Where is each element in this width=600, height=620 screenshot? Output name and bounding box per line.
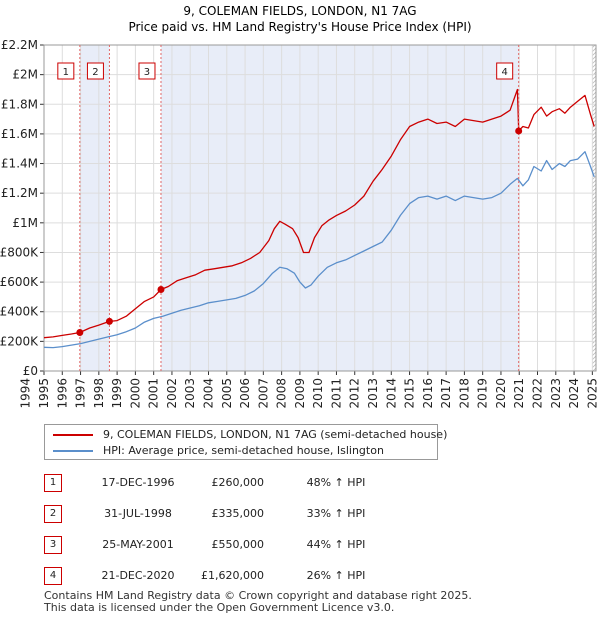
table-row: 3 25-MAY-2001 £550,000 44% ↑ HPI [44, 536, 464, 554]
x-tick-label: 2024 [567, 378, 581, 409]
transaction-point [515, 127, 523, 135]
x-tick-label: 1998 [92, 378, 106, 409]
x-tick-label: 2002 [165, 378, 179, 409]
x-tick-label: 2012 [348, 378, 362, 409]
x-tick-label: 2022 [531, 378, 545, 409]
legend-label-property: 9, COLEMAN FIELDS, LONDON, N1 7AG (semi-… [103, 428, 448, 441]
x-tick-label: 1999 [110, 378, 124, 409]
x-tick-label: 2006 [238, 378, 252, 409]
x-tick-label: 2017 [439, 378, 453, 409]
future-hatch-region [592, 45, 596, 371]
transaction-hpi: 44% ↑ HPI [306, 538, 366, 551]
legend-swatch-property [53, 434, 93, 436]
x-tick-label: 1996 [55, 378, 69, 409]
y-tick-label: £1.6M [1, 127, 38, 141]
transaction-label-box [138, 62, 156, 80]
transaction-label: 4 [501, 67, 507, 78]
x-tick-label: 2001 [147, 378, 161, 409]
x-tick-label: 2008 [275, 378, 289, 409]
x-tick-label: 2018 [457, 378, 471, 409]
chart-title: 9, COLEMAN FIELDS, LONDON, N1 7AG [183, 4, 416, 18]
transaction-point [157, 286, 165, 293]
transaction-number: 4 [44, 567, 62, 585]
x-tick-label: 2005 [220, 378, 234, 409]
y-tick-label: £800K [0, 245, 39, 259]
y-tick-label: £0 [23, 364, 38, 378]
y-tick-label: £1.8M [1, 97, 38, 111]
x-tick-label: 2020 [494, 378, 508, 409]
transaction-point [105, 317, 113, 325]
y-tick-label: £2M [12, 68, 38, 82]
price-chart: 9, COLEMAN FIELDS, LONDON, N1 7AG Price … [0, 4, 599, 409]
transaction-label: 1 [63, 67, 69, 78]
x-tick-label: 2011 [329, 378, 343, 409]
x-tick-label: 2016 [421, 378, 435, 409]
footer-line-1: Contains HM Land Registry data © Crown c… [44, 589, 472, 602]
x-tick-label: 2015 [403, 378, 417, 409]
x-tick-label: 2000 [128, 378, 142, 409]
x-tick-label: 2010 [311, 378, 325, 409]
ownership-period-shade [79, 45, 110, 371]
y-tick-label: £1.2M [1, 186, 38, 200]
x-tick-label: 2013 [366, 378, 380, 409]
y-tick-label: £1M [12, 216, 38, 230]
y-tick-label: £1.4M [1, 157, 38, 171]
x-tick-label: 2023 [549, 378, 563, 409]
transaction-point [76, 328, 84, 336]
transaction-date: 21-DEC-2020 [101, 569, 175, 582]
ownership-period-shade [160, 45, 519, 371]
y-tick-label: £400K [0, 305, 39, 319]
x-tick-label: 2004 [202, 378, 216, 409]
x-tick-label: 2014 [384, 378, 398, 409]
x-tick-label: 1997 [74, 378, 88, 409]
transaction-price: £550,000 [211, 538, 265, 551]
transaction-label: 3 [144, 67, 150, 78]
transaction-price: £1,620,000 [201, 569, 264, 582]
table-row: 4 21-DEC-2020 £1,620,000 26% ↑ HPI [44, 567, 464, 585]
chart-subtitle: Price paid vs. HM Land Registry's House … [128, 20, 471, 34]
x-tick-label: 1995 [37, 378, 51, 409]
transaction-label-box [86, 62, 104, 80]
transaction-label: 2 [92, 67, 98, 78]
y-tick-label: £200K [0, 334, 39, 348]
x-tick-label: 2025 [585, 378, 599, 409]
property-price-line [43, 88, 595, 339]
legend-swatch-hpi [53, 450, 93, 452]
footer-attribution: Contains HM Land Registry data © Crown c… [44, 590, 472, 614]
plot-frame [43, 44, 597, 372]
transaction-date: 31-JUL-1998 [104, 507, 172, 520]
transaction-number: 3 [44, 536, 62, 554]
transaction-date: 17-DEC-1996 [101, 476, 175, 489]
x-tick-label: 2003 [183, 378, 197, 409]
x-tick-label: 2009 [293, 378, 307, 409]
transaction-number: 1 [44, 474, 62, 492]
footer-line-2: This data is licensed under the Open Gov… [44, 601, 395, 614]
transaction-price: £260,000 [211, 476, 265, 489]
transaction-date: 25-MAY-2001 [102, 538, 174, 551]
table-row: 1 17-DEC-1996 £260,000 48% ↑ HPI [44, 474, 464, 492]
table-row: 2 31-JUL-1998 £335,000 33% ↑ HPI [44, 505, 464, 523]
x-tick-label: 2021 [512, 378, 526, 409]
transaction-label-box [57, 62, 75, 80]
y-tick-label: £600K [0, 275, 39, 289]
transaction-label-box [496, 62, 514, 80]
transaction-number: 2 [44, 505, 62, 523]
transaction-price: £335,000 [211, 507, 265, 520]
transaction-hpi: 26% ↑ HPI [306, 569, 366, 582]
hpi-line [43, 151, 595, 349]
x-tick-label: 1994 [19, 378, 33, 409]
transaction-hpi: 48% ↑ HPI [306, 476, 366, 489]
legend-label-hpi: HPI: Average price, semi-detached house,… [103, 444, 384, 457]
y-tick-label: £2.2M [1, 38, 38, 52]
x-tick-label: 2007 [256, 378, 270, 409]
transaction-hpi: 33% ↑ HPI [306, 507, 366, 520]
x-tick-label: 2019 [476, 378, 490, 409]
chart-legend: 9, COLEMAN FIELDS, LONDON, N1 7AG (semi-… [44, 424, 447, 460]
